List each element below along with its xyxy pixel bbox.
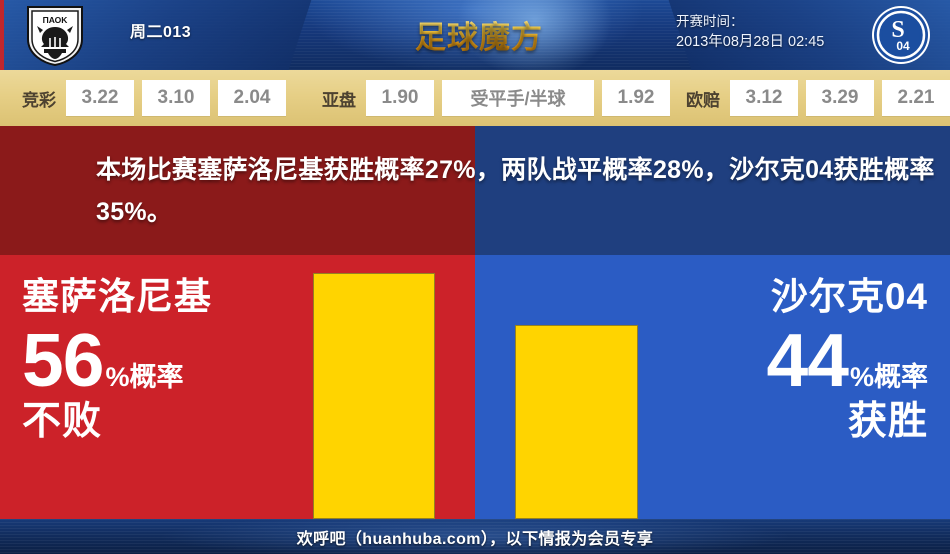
probability-chart: 塞萨洛尼基 56 % 概率 不败 沙尔克04 44 % 概率 获胜	[0, 255, 950, 519]
left-percent-word: 概率	[129, 362, 184, 392]
paok-crest-icon: ΠΑΟΚ	[24, 3, 86, 67]
footer-text: 欢呼吧（huanhuba.com），以下情报为会员专享	[296, 530, 654, 548]
header-left-red-edge	[0, 0, 4, 70]
footer-bar: 欢呼吧（huanhuba.com），以下情报为会员专享	[0, 519, 950, 554]
left-outcome-label: 不败	[22, 400, 103, 443]
odds-cell-home[interactable]: 3.12	[730, 80, 798, 116]
summary-banner: 本场比赛塞萨洛尼基获胜概率27%，两队战平概率28%，沙尔克04获胜概率35%。	[0, 126, 950, 255]
left-team-panel: 塞萨洛尼基 56 % 概率 不败	[0, 255, 300, 519]
odds-cell-handicap[interactable]: 受平手/半球	[442, 80, 594, 116]
right-team-panel: 沙尔克04 44 % 概率 获胜	[645, 255, 950, 519]
left-percent-number: 56	[22, 318, 104, 402]
odds-cell-away[interactable]: 2.21	[882, 80, 950, 116]
svg-text:S: S	[891, 17, 904, 43]
kickoff-label: 开赛时间：	[676, 14, 744, 29]
brand-logo: 足球魔方	[404, 8, 554, 60]
right-percent-word: 概率	[874, 362, 928, 392]
odds-group-label: 欧赔	[686, 90, 720, 110]
odds-group-oupei: 欧赔 3.12 3.29 2.21	[686, 80, 950, 116]
brand-logo-text: 足球魔方	[415, 12, 543, 57]
chart-bar-right	[515, 325, 638, 519]
chart-bar-left	[313, 273, 435, 519]
odds-group-label: 竞彩	[22, 90, 56, 110]
odds-cell-away[interactable]: 1.92	[602, 80, 670, 116]
banner-left-half	[0, 126, 475, 255]
right-percent-unit: %	[849, 362, 874, 392]
kickoff-value: 2013年08月28日 02:45	[676, 34, 825, 50]
right-percent-row: 44 % 概率	[645, 321, 928, 399]
summary-banner-text: 本场比赛塞萨洛尼基获胜概率27%，两队战平概率28%，沙尔克04获胜概率35%。	[96, 155, 935, 226]
svg-text:04: 04	[896, 39, 910, 53]
schalke04-crest-icon: S 04	[870, 4, 932, 66]
odds-bar: 竞彩 3.22 3.10 2.04 亚盘 1.90 受平手/半球 1.92 欧赔…	[0, 70, 950, 126]
match-number: 周二013	[130, 24, 192, 41]
odds-cell-away[interactable]: 2.04	[218, 80, 286, 116]
svg-text:ΠΑΟΚ: ΠΑΟΚ	[43, 15, 69, 25]
right-team-name: 沙尔克04	[770, 276, 928, 317]
odds-group-yapan: 亚盘 1.90 受平手/半球 1.92	[322, 80, 678, 116]
right-outcome-label: 获胜	[847, 400, 928, 443]
kickoff-time-block: 开赛时间： 2013年08月28日 02:45	[676, 11, 824, 53]
header-bar: ΠΑΟΚ 周二013 足球魔方 开赛时间：	[0, 0, 950, 70]
left-percent-unit: %	[105, 362, 130, 392]
odds-group-jingcai: 竞彩 3.22 3.10 2.04	[22, 80, 294, 116]
odds-cell-home[interactable]: 3.22	[66, 80, 134, 116]
left-percent-row: 56 % 概率	[22, 321, 300, 399]
odds-cell-home[interactable]: 1.90	[366, 80, 434, 116]
odds-cell-draw[interactable]: 3.29	[806, 80, 874, 116]
right-percent-number: 44	[766, 318, 849, 402]
left-team-name: 塞萨洛尼基	[22, 276, 212, 317]
odds-cell-draw[interactable]: 3.10	[142, 80, 210, 116]
banner-right-half	[475, 126, 950, 255]
odds-group-label: 亚盘	[322, 90, 356, 110]
